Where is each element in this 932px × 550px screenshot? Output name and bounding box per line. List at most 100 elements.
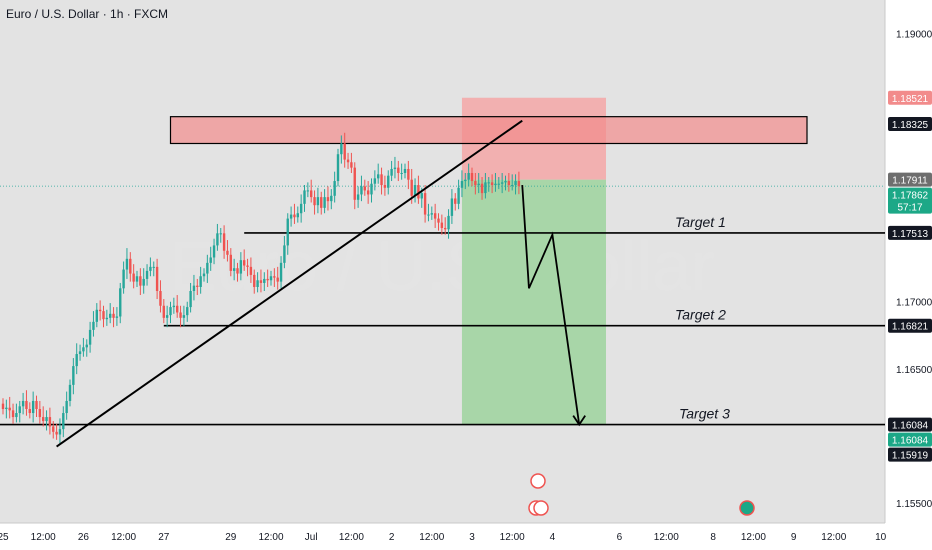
candle[interactable] <box>286 213 289 255</box>
candle[interactable] <box>176 295 179 318</box>
candle[interactable] <box>189 282 192 313</box>
candle[interactable] <box>363 179 366 196</box>
candle[interactable] <box>45 410 48 431</box>
candle[interactable] <box>450 189 454 224</box>
candle[interactable] <box>159 280 162 313</box>
candle[interactable] <box>490 174 494 194</box>
candle[interactable] <box>68 379 72 407</box>
candle[interactable] <box>98 300 102 321</box>
candle[interactable] <box>430 206 433 220</box>
candle[interactable] <box>109 303 112 324</box>
candle[interactable] <box>330 189 333 210</box>
price-badge[interactable]: 1.16821 <box>888 318 932 333</box>
candle[interactable] <box>433 203 437 228</box>
candle[interactable] <box>460 170 464 198</box>
candle[interactable] <box>400 163 403 180</box>
candle[interactable] <box>444 217 447 235</box>
candle[interactable] <box>236 262 239 282</box>
ascending-trendline[interactable] <box>56 119 523 448</box>
candle[interactable] <box>202 268 206 282</box>
candle[interactable] <box>517 171 521 195</box>
candle[interactable] <box>423 185 427 223</box>
candle[interactable] <box>239 252 243 281</box>
candle[interactable] <box>58 418 62 444</box>
candle[interactable] <box>296 206 299 223</box>
candle[interactable] <box>263 272 266 292</box>
candle[interactable] <box>246 258 249 277</box>
candle[interactable] <box>279 256 283 289</box>
candle[interactable] <box>15 403 18 423</box>
candle[interactable] <box>303 185 306 212</box>
candle[interactable] <box>129 252 132 282</box>
candle[interactable] <box>350 152 353 173</box>
candle[interactable] <box>212 238 216 265</box>
candle[interactable] <box>474 172 477 195</box>
candle[interactable] <box>397 160 400 182</box>
candle[interactable] <box>366 181 370 204</box>
candle[interactable] <box>82 337 85 357</box>
candle[interactable] <box>407 160 410 190</box>
candle[interactable] <box>477 172 480 194</box>
candle[interactable] <box>38 400 42 424</box>
candle[interactable] <box>162 299 165 324</box>
candle[interactable] <box>92 311 95 337</box>
candle[interactable] <box>253 269 256 294</box>
candle[interactable] <box>380 167 383 195</box>
candle[interactable] <box>403 163 407 179</box>
candle[interactable] <box>511 174 514 191</box>
candle[interactable] <box>266 269 269 287</box>
candle[interactable] <box>356 186 360 208</box>
candle[interactable] <box>149 257 152 277</box>
candle[interactable] <box>333 171 336 203</box>
candle[interactable] <box>370 178 373 203</box>
candle[interactable] <box>226 240 229 262</box>
candle[interactable] <box>484 172 487 199</box>
candle[interactable] <box>132 264 135 289</box>
candle[interactable] <box>169 301 172 324</box>
price-badge[interactable]: 1.16084 <box>888 432 932 447</box>
candle[interactable] <box>135 270 139 287</box>
candle[interactable] <box>413 178 417 203</box>
candle[interactable] <box>249 257 253 283</box>
candle[interactable] <box>390 160 393 182</box>
candle[interactable] <box>219 227 222 243</box>
candle[interactable] <box>88 321 92 353</box>
candle[interactable] <box>48 407 52 435</box>
candle[interactable] <box>8 396 11 419</box>
candle[interactable] <box>216 223 219 251</box>
candle[interactable] <box>182 305 186 326</box>
candle[interactable] <box>78 344 82 361</box>
candle[interactable] <box>222 225 226 259</box>
candle[interactable] <box>142 268 145 294</box>
candle[interactable] <box>165 305 169 328</box>
candle[interactable] <box>454 193 457 211</box>
usd-event-icon[interactable] <box>533 500 549 516</box>
candle[interactable] <box>467 163 470 187</box>
candle[interactable] <box>102 305 105 328</box>
candle[interactable] <box>55 423 58 440</box>
candle[interactable] <box>155 258 159 300</box>
candle[interactable] <box>293 203 296 224</box>
candle[interactable] <box>199 266 202 294</box>
price-badge[interactable]: 1.17513 <box>888 225 932 240</box>
candle[interactable] <box>11 403 15 424</box>
candle[interactable] <box>323 189 326 214</box>
candle[interactable] <box>186 301 189 322</box>
candle[interactable] <box>343 132 346 168</box>
candle[interactable] <box>179 305 182 328</box>
candle[interactable] <box>259 269 263 293</box>
candle[interactable] <box>192 274 196 301</box>
candle[interactable] <box>500 172 504 194</box>
candle[interactable] <box>346 152 350 169</box>
candle[interactable] <box>232 258 236 281</box>
candle[interactable] <box>487 177 490 192</box>
candle[interactable] <box>440 214 444 235</box>
price-badge[interactable]: 1.16084 <box>888 417 932 432</box>
candle[interactable] <box>387 170 390 195</box>
candle[interactable] <box>383 175 387 196</box>
candle[interactable] <box>360 175 363 202</box>
candle[interactable] <box>72 358 75 395</box>
